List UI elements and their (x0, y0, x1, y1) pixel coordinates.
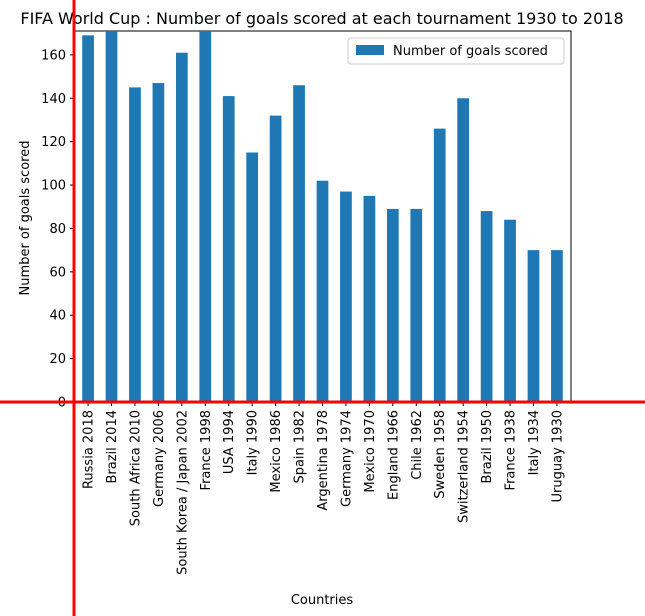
bar-2 (129, 87, 141, 402)
x-tick-label-4: South Korea / Japan 2002 (175, 410, 190, 575)
x-axis-ticks: Russia 2018 Brazil 2014 South Africa 2010 G… (82, 402, 565, 575)
y-tick-label-4: 80 (49, 222, 66, 237)
x-tick-label-20: Uruguay 1930 (550, 410, 565, 502)
y-tick-label-7: 140 (41, 92, 66, 107)
bar-6 (222, 96, 235, 402)
x-tick-label-0: Russia 2018 (82, 410, 97, 489)
legend-frame (347, 37, 565, 65)
bar-19 (527, 250, 540, 402)
bar-8 (269, 115, 282, 403)
x-tick-label-11: Germany 1974 (339, 410, 354, 507)
y-tick-label-2: 40 (49, 309, 66, 324)
bar-14 (410, 208, 423, 402)
bar-1 (105, 31, 118, 402)
x-tick-label-3: Germany 2006 (152, 410, 167, 507)
x-tick-label-5: France 1998 (199, 410, 214, 490)
bar-9 (293, 85, 305, 403)
x-tick-label-9: Spain 1982 (293, 410, 308, 484)
bar-16 (457, 98, 470, 402)
x-tick-label-1: Brazil 2014 (105, 410, 120, 484)
bar-7 (246, 152, 259, 402)
x-tick-label-17: Brazil 1950 (480, 410, 495, 484)
legend: Number of goals scored (347, 37, 565, 65)
x-tick-label-18: France 1938 (504, 410, 519, 490)
y-tick-label-5: 100 (41, 179, 66, 194)
x-tick-label-13: England 1966 (386, 410, 401, 500)
y-tick-label-8: 160 (41, 48, 66, 63)
bar-20 (551, 250, 563, 402)
y-tick-label-3: 60 (49, 265, 66, 280)
bar-0 (82, 35, 94, 403)
y-tick-label-1: 20 (49, 352, 66, 367)
bar-17 (480, 211, 493, 402)
bar-3 (152, 83, 165, 402)
chart-title: FIFA World Cup : Number of goals scored … (20, 9, 623, 28)
bar-10 (316, 180, 329, 402)
x-tick-label-10: Argentina 1978 (316, 410, 331, 511)
legend-label: Number of goals scored (393, 44, 548, 59)
bar-11 (340, 191, 352, 402)
x-tick-label-15: Sweden 1958 (433, 410, 448, 499)
y-tick-label-6: 120 (41, 135, 66, 150)
x-axis-label: Countries (291, 593, 354, 608)
bar-18 (504, 219, 516, 402)
legend-swatch (356, 45, 384, 55)
x-tick-label-14: Chile 1962 (410, 410, 425, 480)
x-tick-label-2: South Africa 2010 (128, 410, 143, 526)
plot-area (73, 30, 572, 403)
x-tick-label-7: Italy 1990 (246, 410, 261, 475)
bar-13 (386, 208, 399, 402)
x-tick-label-6: USA 1994 (222, 410, 237, 474)
bar-12 (363, 195, 376, 402)
x-tick-label-19: Italy 1934 (527, 410, 542, 475)
x-tick-label-8: Mexico 1986 (269, 410, 284, 493)
x-tick-label-12: Mexico 1970 (363, 410, 378, 493)
bar-5 (199, 31, 212, 402)
y-axis-label: Number of goals scored (18, 141, 33, 296)
bar-4 (175, 52, 188, 402)
y-axis-ticks: 020406080100120140160 (41, 48, 74, 411)
bar-15 (433, 128, 446, 402)
x-tick-label-16: Switzerland 1954 (457, 410, 472, 523)
